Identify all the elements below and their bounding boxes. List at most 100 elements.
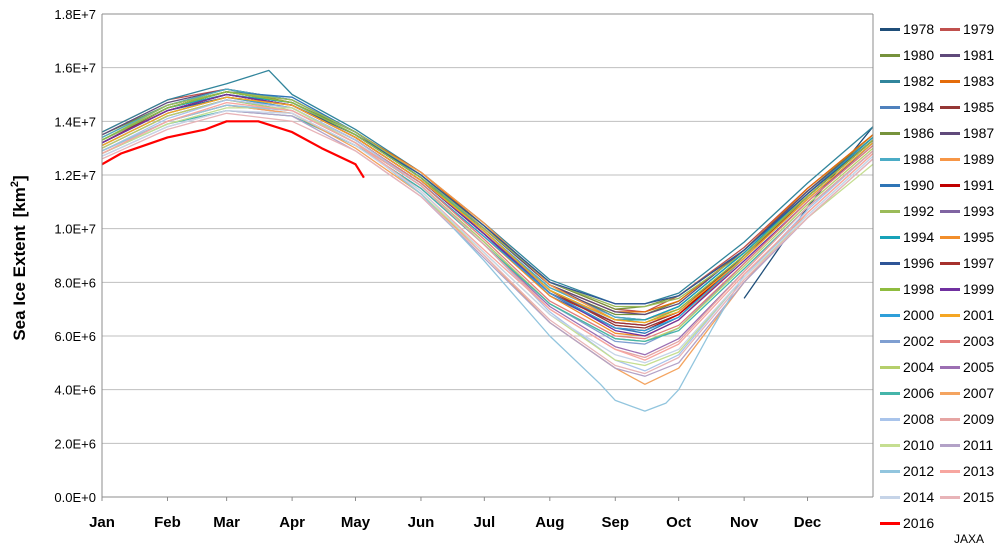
legend-item-1980: 1980 (880, 47, 940, 63)
legend-item-1982: 1982 (880, 73, 940, 89)
legend-label: 1979 (963, 21, 995, 37)
legend-swatch (940, 287, 960, 291)
legend-label: 2007 (963, 385, 995, 401)
legend-row: 2008 2009 (880, 406, 1000, 432)
legend-item-2008: 2008 (880, 411, 940, 427)
series-lines (101, 69, 874, 412)
x-tick-label: May (341, 514, 371, 531)
legend-item-1989: 1989 (940, 151, 1000, 167)
legend-swatch (880, 287, 900, 291)
x-tick-label: Jun (408, 514, 435, 531)
series-line-1997 (101, 93, 874, 326)
legend-label: 1993 (963, 203, 995, 219)
legend-label: 1980 (903, 47, 935, 63)
legend-label: 2002 (903, 333, 935, 349)
y-axis-unit-exponent: 2 (9, 181, 21, 187)
legend-item-2014: 2014 (880, 489, 940, 505)
legend-item-1995: 1995 (940, 229, 1000, 245)
legend-row: 1980 1981 (880, 42, 1000, 68)
legend-item-1983: 1983 (940, 73, 1000, 89)
legend-label: 2008 (903, 411, 935, 427)
legend-swatch (880, 105, 900, 109)
legend-item-1986: 1986 (880, 125, 940, 141)
legend-swatch (940, 313, 960, 317)
legend-row: 2004 2005 (880, 354, 1000, 380)
legend-item-2015: 2015 (940, 489, 1000, 505)
legend-swatch (940, 79, 960, 83)
y-axis-label-text: Sea Ice Extent (10, 225, 29, 341)
legend-label: 2006 (903, 385, 935, 401)
legend-row: 1990 1991 (880, 172, 1000, 198)
series-line-2014 (101, 109, 874, 364)
legend-item-2001: 2001 (940, 307, 1000, 323)
legend-swatch (940, 443, 960, 447)
legend-item-1992: 1992 (880, 203, 940, 219)
legend-swatch (880, 79, 900, 83)
series-line-1996 (101, 96, 874, 305)
legend-label: 2016 (903, 515, 935, 531)
legend-label: 1992 (903, 203, 935, 219)
legend-swatch (940, 469, 960, 473)
legend-row: 1996 1997 (880, 250, 1000, 276)
legend-swatch (940, 27, 960, 31)
y-axis-unit-close: ] (10, 175, 29, 181)
legend-swatch (940, 417, 960, 421)
legend-label: 2015 (963, 489, 995, 505)
legend-label: 1996 (903, 255, 935, 271)
legend-label: 2009 (963, 411, 995, 427)
legend-row: 2000 2001 (880, 302, 1000, 328)
series-line-2000 (101, 96, 874, 332)
x-tick-label: Oct (666, 514, 691, 531)
legend-swatch (880, 495, 900, 499)
series-line-2012 (101, 104, 874, 412)
series-line-1998 (101, 91, 874, 324)
legend-item-1991: 1991 (940, 177, 1000, 193)
legend-row: 2006 2007 (880, 380, 1000, 406)
credit-label: JAXA (954, 532, 985, 546)
legend-row: 2010 2011 (880, 432, 1000, 458)
legend-swatch (880, 53, 900, 57)
legend-item-2004: 2004 (880, 359, 940, 375)
legend-item-1997: 1997 (940, 255, 1000, 271)
legend-item-2013: 2013 (940, 463, 1000, 479)
legend-label: 2000 (903, 307, 935, 323)
legend-label: 1998 (903, 281, 935, 297)
legend-swatch (880, 313, 900, 317)
legend-label: 1997 (963, 255, 995, 271)
legend-item-2009: 2009 (940, 411, 1000, 427)
legend-item-1978: 1978 (880, 21, 940, 37)
y-tick-label: 0.0E+0 (54, 490, 96, 505)
legend-item-1996: 1996 (880, 255, 940, 271)
legend-swatch (880, 339, 900, 343)
series-line-1984 (101, 93, 874, 326)
legend-swatch (880, 209, 900, 213)
axes: 0.0E+0 2.0E+6 4.0E+6 6.0E+6 8.0E+6 1.0E+7 1.2E… (54, 7, 874, 531)
legend-label: 1989 (963, 151, 995, 167)
legend-swatch (940, 365, 960, 369)
legend-swatch (880, 521, 900, 525)
legend-label: 2010 (903, 437, 935, 453)
series-line-1994 (101, 93, 874, 321)
y-tick-label: 1.2E+7 (54, 168, 96, 183)
legend-label: 2013 (963, 463, 995, 479)
series-line-1985 (101, 91, 874, 329)
legend-swatch (880, 27, 900, 31)
y-tick-label: 6.0E+6 (54, 329, 96, 344)
series-line-2015 (101, 112, 874, 375)
legend-item-1979: 1979 (940, 21, 1000, 37)
legend-item-1988: 1988 (880, 151, 940, 167)
legend-row: 1992 1993 (880, 198, 1000, 224)
legend-swatch (940, 183, 960, 187)
legend-swatch (940, 235, 960, 239)
legend-swatch (880, 235, 900, 239)
series-line-2003 (101, 99, 874, 340)
legend-label: 1987 (963, 125, 995, 141)
legend-item-2006: 2006 (880, 385, 940, 401)
y-axis-unit: [km (10, 187, 29, 217)
series-line-2016 (101, 120, 365, 179)
x-tick-label: Jan (89, 514, 115, 531)
legend-label: 2011 (963, 437, 994, 453)
legend-label: 2012 (903, 463, 935, 479)
